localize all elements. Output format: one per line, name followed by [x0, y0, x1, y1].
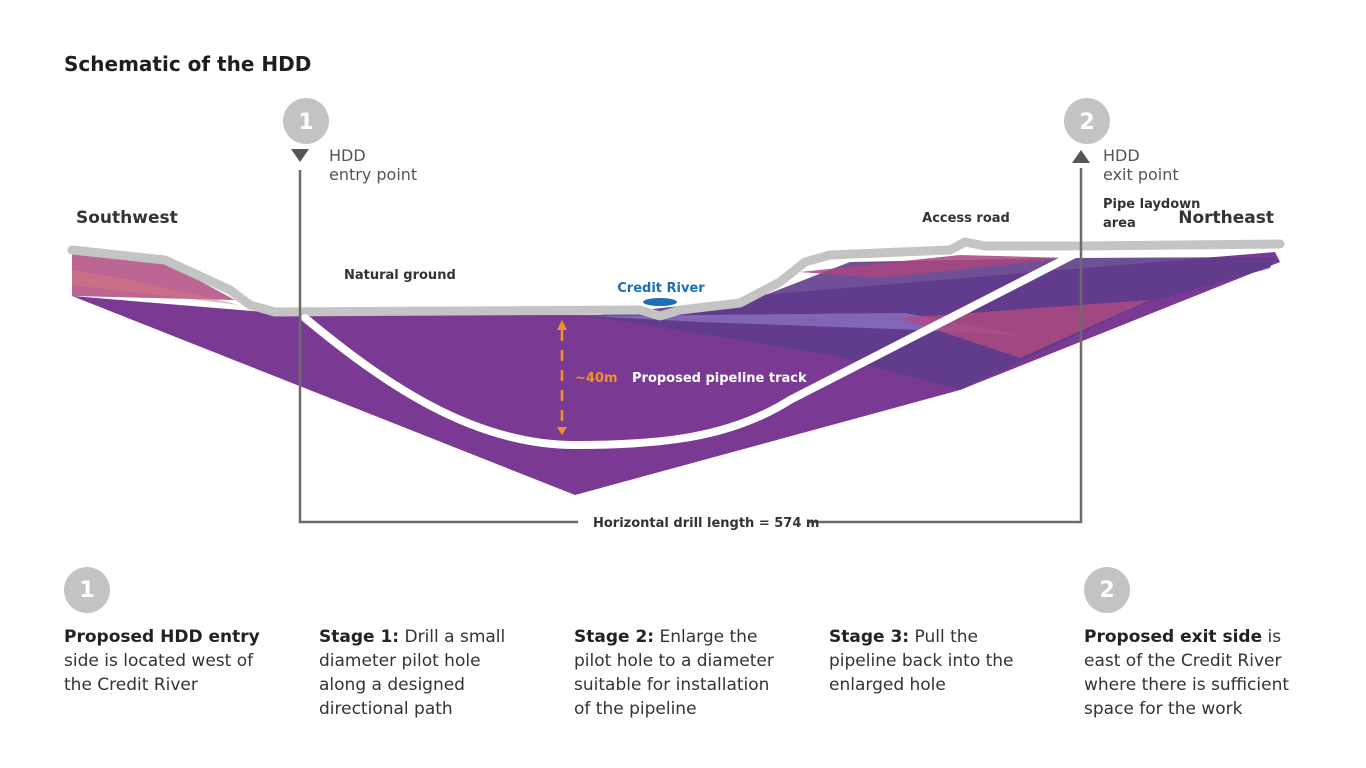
depth-up-arrow-icon — [557, 320, 567, 330]
credit-river-label: Credit River — [617, 281, 705, 296]
stage3-description-text: Pull the pipeline back into the enlarged… — [829, 627, 1014, 695]
entry-label-line1: HDD — [329, 146, 366, 165]
drill-length-bracket-right — [808, 168, 1083, 524]
stage3-description-bold: Stage 3: — [829, 627, 910, 647]
exit-badge-number: 2 — [1079, 110, 1094, 135]
exit-description: Proposed exit side is east of the Credit… — [1084, 625, 1314, 721]
exit-description-bold: Proposed exit side — [1084, 627, 1263, 647]
entry-description-text: side is located west of the Credit River — [64, 651, 254, 695]
stage2-description-text: Enlarge the pilot hole to a diameter sui… — [574, 627, 774, 719]
entry-badge — [283, 98, 329, 144]
exit-step-badge: 2 — [1084, 567, 1130, 613]
exit-label-line1: HDD — [1103, 146, 1140, 165]
entry-step-badge: 1 — [64, 567, 110, 613]
stage1-description-bold: Stage 1: — [319, 627, 400, 647]
entry-description-bold: Proposed HDD entry — [64, 627, 260, 647]
depth-down-arrow-icon — [557, 427, 567, 435]
ground-surface-line — [67, 237, 1285, 321]
pipeline-track-label: Proposed pipeline track — [632, 371, 807, 386]
southwest-label: Southwest — [76, 208, 178, 228]
entry-description: Proposed HDD entry side is located west … — [64, 625, 274, 697]
natural-ground-label: Natural ground — [344, 268, 456, 283]
entry-badge-number: 1 — [298, 110, 313, 135]
access-road-label: Access road — [922, 211, 1010, 226]
stage1-description: Stage 1: Drill a small diameter pilot ho… — [319, 625, 529, 721]
pipeline-track — [301, 250, 1079, 450]
entry-down-arrow-icon — [291, 149, 309, 162]
soil-orange-west — [72, 270, 240, 305]
northeast-label: Northeast — [1178, 208, 1274, 228]
drill-length-label: Horizontal drill length = 574 m — [593, 516, 819, 531]
depth-label: ~40m — [575, 371, 618, 386]
exit-description-text: is east of the Credit River where there … — [1084, 627, 1290, 719]
soil-rose-top-east — [800, 255, 1070, 278]
pipe-laydown-label-line1: Pipe laydown — [1103, 197, 1200, 212]
page-title: Schematic of the HDD — [64, 52, 312, 76]
exit-badge — [1064, 98, 1110, 144]
stage2-description: Stage 2: Enlarge the pilot hole to a dia… — [574, 625, 784, 721]
drill-length-bracket — [298, 170, 578, 524]
exit-label-line2: exit point — [1103, 165, 1179, 184]
entry-label-line2: entry point — [329, 165, 417, 184]
stage2-description-bold: Stage 2: — [574, 627, 655, 647]
credit-river-water — [643, 298, 677, 306]
stage1-description-text: Drill a small diameter pilot hole along … — [319, 627, 506, 719]
stage3-description: Stage 3: Pull the pipeline back into the… — [829, 625, 1039, 697]
exit-up-arrow-icon — [1072, 150, 1090, 163]
pipe-laydown-label-line2: area — [1103, 216, 1136, 231]
